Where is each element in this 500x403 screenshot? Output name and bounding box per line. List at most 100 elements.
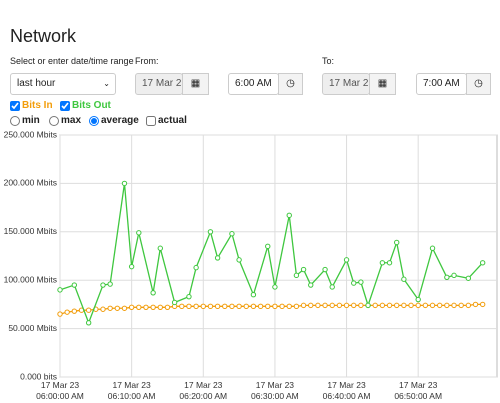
- x-tick-label: 17 Mar 23 06:40:00 AM: [322, 380, 371, 401]
- to-date[interactable]: 17 Mar 23: [322, 73, 370, 95]
- data-point: [479, 301, 486, 308]
- x-tick-label: 17 Mar 23 06:20:00 AM: [179, 380, 228, 401]
- data-point: [308, 302, 314, 309]
- clock-button[interactable]: ◷: [278, 73, 303, 95]
- range-select[interactable]: last hour ⌄: [10, 73, 116, 95]
- data-point: [93, 306, 99, 312]
- data-point: [257, 303, 264, 310]
- data-point: [322, 302, 328, 309]
- data-point: [329, 284, 335, 290]
- data-point: [143, 304, 149, 311]
- data-point: [451, 272, 457, 279]
- y-tick-label: 250.000 Mbits: [4, 129, 57, 139]
- mode-label: max: [61, 115, 82, 126]
- data-point: [451, 302, 457, 309]
- to-time[interactable]: 7:00 AM: [416, 73, 467, 95]
- mode-label: min: [22, 115, 40, 126]
- legend-checkbox[interactable]: [60, 100, 70, 111]
- data-point: [436, 302, 443, 309]
- from-time[interactable]: 6:00 AM: [228, 73, 279, 95]
- data-point: [243, 303, 249, 310]
- data-point: [250, 303, 257, 310]
- data-point: [365, 302, 371, 309]
- data-point: [114, 305, 121, 311]
- data-point: [128, 304, 135, 311]
- data-point: [286, 303, 292, 310]
- legend-item[interactable]: Bits In: [10, 100, 53, 111]
- mode-option[interactable]: average: [89, 115, 139, 126]
- mode-radio[interactable]: [146, 115, 156, 126]
- mode-label: average: [101, 115, 139, 126]
- data-point: [179, 303, 185, 310]
- mode-option[interactable]: actual: [146, 115, 187, 126]
- mode-option[interactable]: max: [49, 115, 81, 126]
- data-point: [207, 229, 214, 235]
- data-point: [107, 305, 113, 311]
- x-tick-label: 17 Mar 23 06:30:00 AM: [251, 380, 299, 401]
- data-point: [57, 311, 63, 317]
- data-point: [358, 279, 364, 285]
- data-point: [386, 302, 393, 309]
- data-point: [64, 309, 70, 315]
- mode-radio[interactable]: [10, 115, 20, 126]
- data-point: [372, 302, 378, 309]
- data-point: [250, 292, 257, 298]
- mode-label: actual: [158, 115, 187, 126]
- data-point: [329, 302, 335, 309]
- data-point: [100, 306, 106, 312]
- legend-label: Bits In: [22, 100, 53, 111]
- from-label: From:: [135, 56, 159, 66]
- legend-item[interactable]: Bits Out: [60, 100, 111, 111]
- mode-option[interactable]: min: [10, 115, 40, 126]
- data-point: [343, 302, 350, 309]
- data-point: [300, 266, 307, 273]
- data-point: [401, 276, 407, 282]
- data-point: [236, 257, 242, 263]
- data-point: [465, 275, 472, 281]
- data-point: [272, 303, 278, 310]
- data-point: [293, 272, 300, 279]
- calendar-button[interactable]: ▦: [369, 73, 396, 95]
- data-point: [150, 290, 156, 296]
- x-tick-label: 17 Mar 23 06:00:00 AM: [36, 380, 84, 401]
- data-point: [150, 304, 156, 311]
- data-point: [164, 304, 171, 311]
- data-point: [136, 230, 142, 236]
- data-point: [78, 307, 85, 313]
- data-point: [379, 302, 386, 309]
- data-point: [422, 302, 429, 309]
- data-point: [351, 280, 357, 286]
- data-point: [336, 302, 343, 309]
- data-point: [85, 320, 92, 326]
- data-point: [429, 302, 436, 309]
- legend-label: Bits Out: [72, 100, 111, 111]
- data-point: [401, 302, 407, 309]
- data-point: [85, 307, 92, 313]
- data-point: [136, 304, 142, 311]
- data-point: [386, 260, 393, 266]
- data-point: [186, 303, 192, 310]
- mode-radio[interactable]: [49, 115, 59, 126]
- data-point: [351, 302, 357, 309]
- data-point: [171, 299, 178, 306]
- range-value: last hour: [17, 78, 56, 89]
- clock-button[interactable]: ◷: [466, 73, 491, 95]
- y-tick-label: 100.000 Mbits: [4, 274, 57, 284]
- y-tick-label: 200.000 Mbits: [4, 178, 57, 188]
- y-tick-label: 150.000 Mbits: [4, 226, 57, 236]
- data-point: [300, 302, 307, 309]
- data-point: [222, 303, 228, 310]
- x-tick-label: 17 Mar 23 06:10:00 AM: [107, 380, 156, 401]
- from-date[interactable]: 17 Mar 23: [135, 73, 183, 95]
- data-point: [272, 284, 278, 290]
- data-point: [415, 302, 421, 309]
- data-point: [472, 301, 479, 308]
- data-point: [279, 303, 285, 310]
- calendar-button[interactable]: ▦: [182, 73, 209, 95]
- data-point: [57, 287, 63, 293]
- legend-checkbox[interactable]: [10, 100, 20, 111]
- page-title: Network: [10, 26, 77, 46]
- mode-radio[interactable]: [89, 115, 99, 126]
- data-point: [157, 304, 163, 311]
